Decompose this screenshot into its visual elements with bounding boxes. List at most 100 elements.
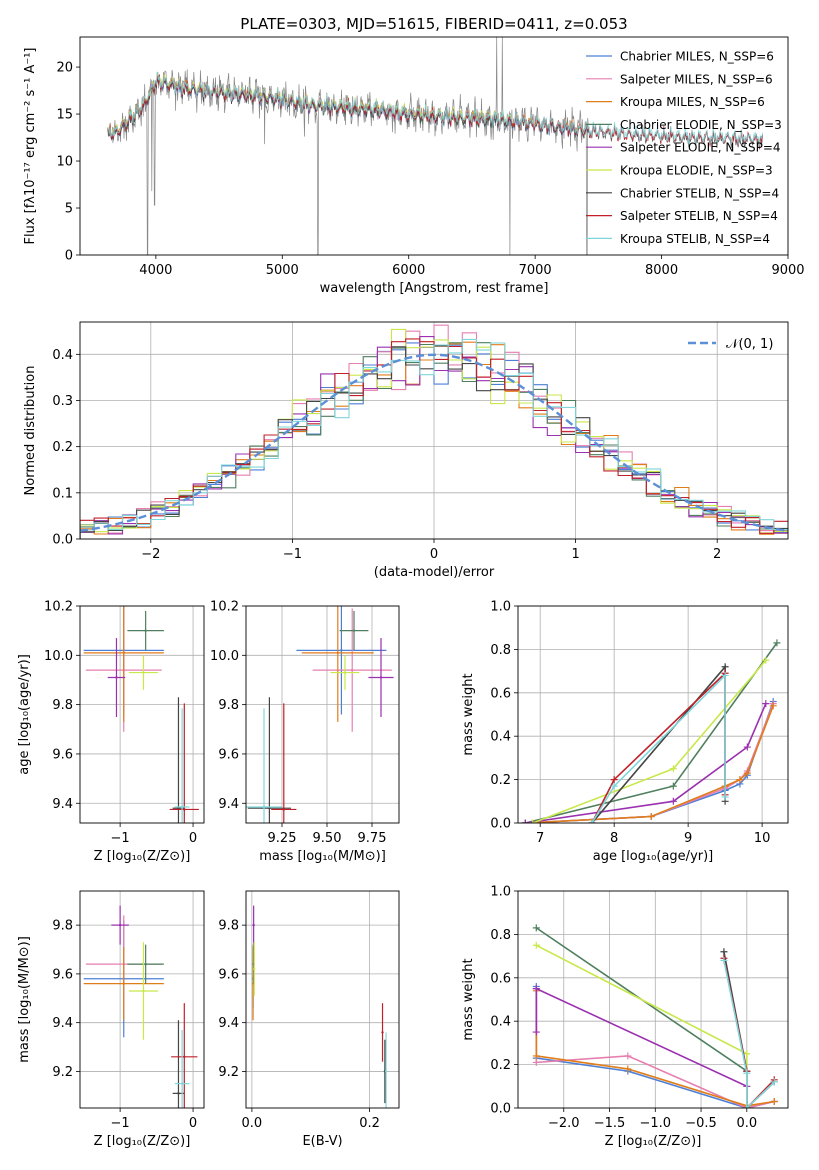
weight_vs_z-marker-salpeter_miles [532,1058,540,1066]
weight_vs_z-xtick-label: −1.0 [639,1116,671,1131]
age_vs_z-point-chabrier_elodie [144,629,147,632]
weight_vs_z-marker-kroupa_stelib [770,1078,778,1086]
weight_vs_age-marker-kroupa_stelib [588,819,596,823]
figure-title: PLATE=0303, MJD=51615, FIBERID=0411, z=0… [240,15,627,33]
age_vs_mass-ytick-label: 9.6 [218,747,239,762]
mass_vs_ebv-panel: 0.0 0.2 9.2 9.4 9.6 9.8 E(B-V) [218,890,400,1149]
weight_vs_age-marker-kroupa_miles [743,769,751,777]
legend-label-salpeter_elodie: Salpeter ELODIE, N_SSP=4 [620,141,781,155]
residuals-ytick-label: 0.2 [52,440,73,455]
mass_vs_ebv-point-kroupa_stelib [384,1070,388,1073]
weight_vs_age-frame [517,605,789,824]
weight_vs_z-ytick-label: 0.0 [490,1102,511,1117]
spectrum-frame [79,36,789,256]
weight_vs_age-line-chabrier_stelib [591,664,726,823]
mass_vs_ebv-frame [245,890,400,1109]
weight_vs_z-marker-kroupa_miles [624,1065,632,1073]
weight_vs_age-ylabel: mass weight [461,673,476,755]
weight_vs_z-line-chabrier_elodie [535,927,748,1108]
weight_vs_age-xtick-label: 7 [536,831,544,846]
weight_vs_age-marker-kroupa_miles [769,702,777,710]
age_vs_mass-ytick-label: 10.2 [210,600,239,615]
mass_vs_z-point-chabrier_elodie [144,962,147,966]
age_vs_mass-frame [245,605,400,824]
residual-legend: 𝒩(0, 1) [688,337,773,352]
mass_vs_z-ytick-label: 9.8 [52,919,73,934]
mass_vs_z-point-kroupa_miles [122,982,125,985]
weight_vs_z-marker-kroupa_miles [532,1052,540,1060]
age_vs_z-point-kroupa_elodie [142,671,145,674]
spectrum-xtick-label: 7000 [519,263,552,278]
mass_vs_ebv-ytick-label: 9.2 [218,1065,239,1080]
legend-label-chabrier_miles: Chabrier MILES, N_SSP=6 [620,50,774,64]
age_vs_z-point-chabrier_stelib [177,807,180,810]
spectrum-model-line-kroupa_stelib [107,71,763,147]
age_vs_z-xlabel: Z [log₁₀(Z/Z⊙)] [94,849,191,864]
mass_vs_ebv-point-kroupa_elodie [253,967,256,971]
legend-label-chabrier_stelib: Chabrier STELIB, N_SSP=4 [620,186,779,200]
age_vs_mass-point-chabrier_stelib [268,807,271,810]
spectrum-xtick-label: 5000 [266,263,299,278]
age_vs_z-ylabel: age [log₁₀(age/yr)] [17,654,32,775]
weight_vs_z-marker-kroupa_elodie [532,941,540,949]
age_vs_z-point-kroupa_stelib [180,805,184,809]
weight_vs_z-panel: −2.0 −1.5 −1.0 −0.5 0.0 0.0 0.2 0.4 0.6 0.8 1.0 Z [… [461,885,789,1149]
residuals-ytick-label: 0.3 [52,394,73,409]
age_vs_mass-plot-area [246,606,394,823]
gaussian-reference-line [80,353,788,533]
spectrum-ytick-label: 15 [56,108,73,123]
age_vs_z-point-salpeter_elodie [115,676,118,679]
age_vs_mass-ytick-label: 9.4 [218,797,239,812]
weight_vs_age-ytick-label: 0.0 [490,817,511,832]
weight_vs_z-line-chabrier_stelib [723,951,775,1108]
mass_vs_z-ytick-label: 9.4 [52,1016,73,1031]
mass_vs_ebv-ytick-label: 9.4 [218,1016,239,1031]
weight_vs_z-ytick-label: 0.2 [490,1058,511,1073]
weight_vs_z-ytick-label: 0.8 [490,928,511,943]
mass_vs_ebv-xlabel: E(B-V) [302,1134,342,1149]
age_vs_mass-ytick-label: 9.8 [218,698,239,713]
age_vs_z-plot-area [83,606,199,823]
age_vs_mass-point-kroupa_elodie [343,671,347,674]
weight_vs_z-marker-kroupa_stelib [720,956,728,964]
legend-label-kroupa_miles: Kroupa MILES, N_SSP=6 [620,95,765,109]
mass_vs_z-point-kroupa_stelib [180,1082,184,1085]
weight_vs_z-marker-chabrier_elodie [532,924,540,932]
mass_vs_z-ytick-label: 9.6 [52,967,73,982]
mass_vs_z-ytick-label: 9.2 [52,1065,73,1080]
residual-hist-salpeter_stelib [80,338,788,539]
spectrum-ylabel: Flux [fλ10⁻¹⁷ erg cm⁻² s⁻¹ A⁻¹] [23,48,38,245]
spectrum-plot-area [107,37,763,255]
weight_vs_age-marker-chabrier_elodie [669,782,677,790]
spectrum-data-line [107,37,589,255]
age_vs_z-xtick-label: −1 [111,831,130,846]
age_vs_z-ytick-label: 10.0 [44,649,73,664]
age_vs_z-xtick-label: 0 [189,831,197,846]
weight_vs_age-marker-kroupa_miles [736,776,744,784]
weight_vs_z-marker-kroupa_stelib [743,1104,751,1108]
weight_vs_z-line-salpeter_stelib [723,958,775,1108]
mass_vs_z-panel: −1 0 9.2 9.4 9.6 9.8 Z [log₁₀(Z/Z⊙)] mass [log₁… [17,890,205,1149]
mass_vs_z-point-kroupa_elodie [142,989,145,993]
weight_vs_z-ylabel: mass weight [461,958,476,1040]
weight_vs_age-marker-kroupa_stelib [610,782,618,790]
weight_vs_z-frame [517,890,789,1109]
mass_vs_ebv-point-salpeter_stelib [381,1031,384,1034]
age_vs_mass-point-salpeter_miles [351,668,354,672]
weight_vs_z-plot-area [532,924,778,1108]
weight_vs_age-ytick-label: 0.2 [490,773,511,788]
legend-label-kroupa_elodie: Kroupa ELODIE, N_SSP=3 [620,164,773,178]
weight_vs_age-line-kroupa_miles [525,705,774,823]
mass_vs_z-xtick-label: 0 [189,1116,197,1131]
weight_vs_z-ytick-label: 0.4 [490,1015,511,1030]
weight_vs_age-marker-kroupa_elodie [669,765,677,773]
spectrum-ytick-label: 0 [65,249,73,264]
weight_vs_z-xtick-label: −0.5 [685,1116,717,1131]
age_vs_z-frame [79,605,205,824]
weight_vs_z-marker-kroupa_elodie [743,1050,751,1058]
weight_vs_age-xtick-label: 8 [610,831,618,846]
weight_vs_age-line-kroupa_stelib [591,673,726,823]
spectrum-xtick-label: 6000 [392,263,425,278]
mass_vs_ebv-xtick-label: 0.2 [359,1116,380,1131]
mass_vs_z-xtick-label: −1 [111,1116,130,1131]
